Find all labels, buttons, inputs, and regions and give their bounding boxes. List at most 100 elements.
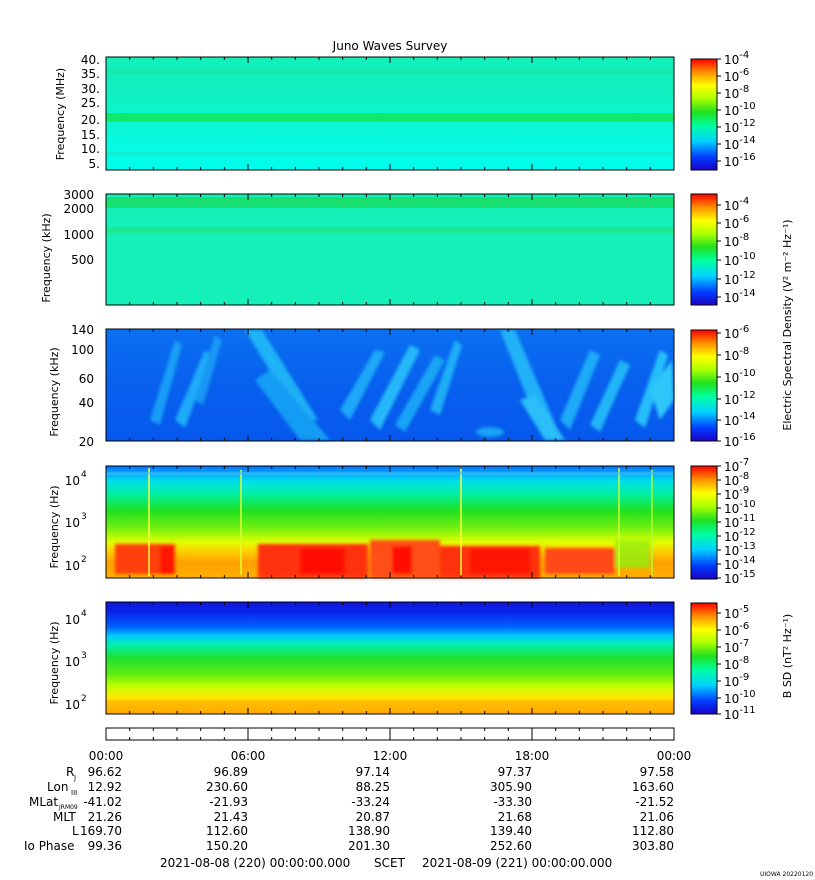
- panel-5-colorbar-ticks: 10-5 10-6 10-7 10-8 10-9 10-10 10-11: [717, 604, 756, 722]
- footer-end-time: 2021-08-09 (221) 00:00:00.000: [422, 856, 612, 870]
- ephemeris-value: 163.60: [632, 780, 674, 794]
- ytick: 25.: [81, 96, 100, 110]
- panel-1-colorbar: [690, 58, 718, 171]
- ytick: 30.: [81, 82, 100, 96]
- ephemeris-value: 138.90: [348, 824, 390, 838]
- ephemeris-value: 112.60: [206, 824, 248, 838]
- ephemeris-value: -21.52: [635, 795, 674, 809]
- panel-4-red-emission: [115, 540, 650, 578]
- ytick: 10: [65, 516, 80, 530]
- ytick-exp: 4: [81, 609, 87, 619]
- panel-2-colorbar-ticks: 10-4 10-6 10-8 10-10 10-12 10-14: [717, 196, 756, 305]
- colorbar-tick-label: 10-16: [724, 152, 756, 169]
- ytick: 35.: [81, 67, 100, 81]
- ephemeris-value: 169.70: [80, 824, 122, 838]
- ephemeris-value: 252.60: [490, 839, 532, 853]
- electric-density-colorbar-title: Electric Spectral Density (V² m⁻² Hz⁻¹): [781, 219, 794, 430]
- panel-3: Frequency (kHz) 140 100 60 40 20 10-6 10…: [48, 219, 794, 449]
- ytick: 2000: [63, 202, 94, 216]
- ephemeris-values: 96.62 96.89 97.14 97.37 97.58 12.92 230.60 88.2…: [80, 765, 674, 853]
- ephemeris-value: 97.58: [640, 765, 674, 779]
- colorbar-tick-label: 10-9: [724, 672, 749, 689]
- panel-1-band-21mhz: [106, 113, 674, 122]
- time-label: 12:00: [373, 749, 408, 763]
- panel-1: Frequency (MHz) 40. 35. 30. 25. 20. 15. …: [54, 50, 756, 171]
- panel-3-yticks: 140 100 60 40 20: [71, 323, 94, 449]
- colorbar-tick-label: 10-6: [724, 67, 749, 84]
- colorbar-tick-label: 10-14: [724, 135, 756, 152]
- row-label-rj: R: [66, 765, 74, 779]
- footer-start-time: 2021-08-08 (220) 00:00:00.000: [160, 856, 350, 870]
- colorbar-tick-label: 10-12: [724, 390, 756, 407]
- colorbar-tick-label: 10-10: [724, 689, 756, 706]
- colorbar-tick-label: 10-5: [724, 604, 749, 621]
- colorbar-tick-label: 10-14: [724, 288, 756, 305]
- ephemeris-table: 00:00 06:00 12:00 18:00 00:00 R J Lon II…: [24, 749, 691, 853]
- ytick: 3000: [63, 188, 94, 202]
- ephemeris-value: 139.40: [490, 824, 532, 838]
- time-label: 18:00: [515, 749, 550, 763]
- colorbar-tick-label: 10-10: [724, 499, 756, 516]
- ephemeris-value: 150.20: [206, 839, 248, 853]
- colorbar-tick-label: 10-10: [724, 368, 756, 385]
- panel-4-green-streaks: [106, 466, 674, 576]
- ephemeris-value: 21.06: [640, 810, 674, 824]
- colorbar-tick-label: 10-11: [724, 513, 756, 530]
- time-label: 06:00: [231, 749, 266, 763]
- ytick: 20: [79, 435, 94, 449]
- colorbar-tick-label: 10-6: [724, 324, 749, 341]
- row-label-lon: Lon: [47, 780, 68, 794]
- panel-4-ylabel: Frequency (Hz): [48, 486, 61, 569]
- ephemeris-value: 305.90: [490, 780, 532, 794]
- ytick: 10.: [81, 142, 100, 156]
- colorbar-tick-label: 10-4: [724, 50, 749, 67]
- chart-title: Juno Waves Survey: [332, 39, 448, 53]
- ephemeris-value: 21.43: [214, 810, 248, 824]
- panel-5-ylabel: Frequency (Hz): [48, 622, 61, 705]
- ephemeris-value: -33.30: [493, 795, 532, 809]
- colorbar-tick-label: 10-8: [724, 471, 749, 488]
- ytick: 40: [79, 396, 94, 410]
- colorbar-tick-label: 10-8: [724, 84, 749, 101]
- panel-5-yticks: 10 4 10 3 10 2: [65, 609, 87, 712]
- footer-stamp: UIOWA 20220120: [760, 871, 813, 878]
- ytick: 100: [71, 343, 94, 357]
- ephemeris-value: 12.92: [88, 780, 122, 794]
- panel-5-spectrogram: [106, 602, 674, 714]
- ephemeris-value: 230.60: [206, 780, 248, 794]
- row-label-lon-sub: III: [71, 789, 77, 797]
- panel-4: Frequency (Hz) 10 4 10 3 10 2 10-7 10-8 …: [48, 457, 756, 586]
- colorbar-tick-label: 10-8: [724, 232, 749, 249]
- footer-scet: SCET: [374, 856, 406, 870]
- colorbar-tick-label: 10-16: [724, 432, 756, 449]
- ephemeris-value: -41.02: [83, 795, 122, 809]
- colorbar-tick-label: 10-10: [724, 101, 756, 118]
- ytick: 500: [71, 253, 94, 267]
- time-axis-strip: [105, 727, 675, 741]
- ytick: 20.: [81, 113, 100, 127]
- panel-1-yticks: 40. 35. 30. 25. 20. 15. 10. 5.: [81, 53, 100, 171]
- panel-2-band-top: [106, 197, 674, 208]
- row-label-mlat: MLat: [29, 795, 58, 809]
- ephemeris-times: 00:00 06:00 12:00 18:00 00:00: [89, 749, 692, 763]
- colorbar-tick-label: 10-14: [724, 555, 756, 572]
- ytick-exp: 2: [81, 555, 87, 565]
- colorbar-tick-label: 10-10: [724, 251, 756, 268]
- panel-5: Frequency (Hz) 10 4 10 3 10 2 10-5 10-6 …: [48, 601, 794, 722]
- ephemeris-value: 96.89: [214, 765, 248, 779]
- panel-2-ylabel: Frequency (kHz): [40, 213, 53, 302]
- ytick: 60: [79, 372, 94, 386]
- ephemeris-value: 303.80: [632, 839, 674, 853]
- ytick: 15.: [81, 128, 100, 142]
- ephemeris-value: -33.24: [351, 795, 390, 809]
- panel-2-band-mid: [106, 227, 674, 233]
- panel-1-colorbar-ticks: 10-4 10-6 10-8 10-10 10-12 10-14 10-16: [717, 50, 756, 169]
- row-label-io: Io Phase: [24, 839, 75, 853]
- ytick-exp: 4: [81, 470, 87, 480]
- panel-3-emission-streaks: [150, 330, 674, 440]
- panel-1-ylabel: Frequency (MHz): [54, 68, 67, 160]
- colorbar-tick-label: 10-7: [724, 638, 749, 655]
- panel-3-colorbar-ticks: 10-6 10-8 10-10 10-12 10-14 10-16: [717, 324, 756, 449]
- ephemeris-value: 96.62: [88, 765, 122, 779]
